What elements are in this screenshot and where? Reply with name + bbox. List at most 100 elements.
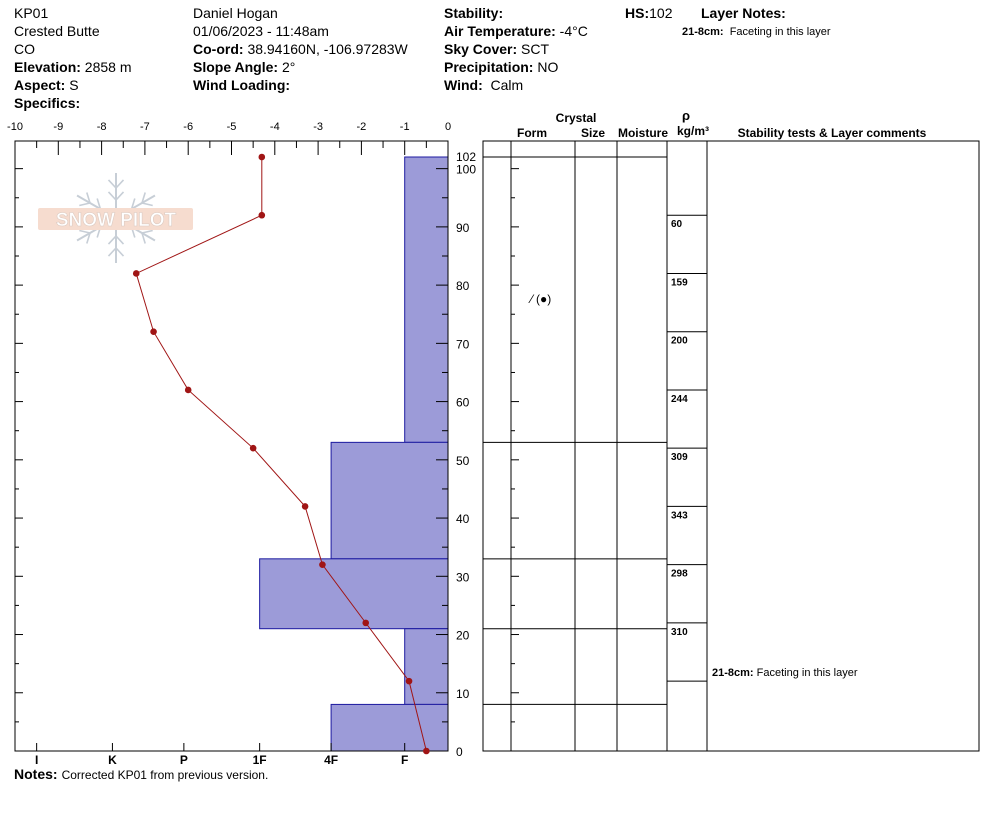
header-size: Size [581,126,605,140]
snowflake-branch [107,247,117,257]
temp-tick-label: 0 [445,121,451,133]
temp-tick-label: -9 [53,121,63,133]
specifics: Specifics: [14,95,81,111]
height-tick-label: 70 [456,337,470,351]
snowflake-branch [96,198,102,210]
snowflake-branch [107,235,117,245]
height-tick-label: 10 [456,687,470,701]
temp-tick-label: -1 [400,121,410,133]
notes: Notes: Corrected KP01 from previous versi… [14,766,269,782]
header-form: Form [517,126,547,140]
hardness-label: F [401,753,408,767]
snowflake-branch [130,198,136,210]
layer-note: 21-8cm: Faceting in this layer [682,26,831,38]
density-value: 60 [671,219,683,230]
snowflake-branch [141,232,146,244]
snowflake-branch [107,191,117,201]
snowflake-branch [107,179,117,189]
height-of-snow: HS:102 [625,5,673,21]
hardness-label: 4F [324,753,338,767]
density-value: 310 [671,627,688,638]
height-tick-label: 100 [456,163,476,177]
density-value: 244 [671,394,688,405]
density-value: 298 [671,569,688,580]
temperature-point [423,747,430,755]
density-value: 200 [671,336,688,347]
hardness-bar-0 [404,156,449,443]
temp-tick-label: -2 [357,121,367,133]
temperature-point [258,153,266,161]
density-value: 159 [671,277,688,288]
snowflake-branch [86,232,91,244]
snowflake-branch [115,247,125,257]
temperature-point [184,386,192,394]
density-value: 309 [671,452,688,463]
temperature-point [362,619,370,627]
temperature-point [249,444,257,452]
station-name: KP01 [14,5,49,21]
header-crystal: Crystal [556,111,597,125]
logo-band [38,208,193,230]
observer: Daniel Hogan [193,5,278,21]
header-comments: Stability tests & Layer comments [738,126,927,140]
header-moisture: Moisture [618,126,668,140]
density-value: 343 [671,510,688,521]
aspect: Aspect: S [14,77,79,93]
layer-notes-title: Layer Notes: [701,5,786,21]
snowflake-branch [115,191,125,201]
height-tick-label: 50 [456,454,470,468]
snowflake-branch [115,179,125,189]
snowpilot-logo: SNOW PILOT [38,173,193,263]
temp-tick-label: -7 [140,121,150,133]
temp-tick-label: -3 [313,121,323,133]
sky-cover: Sky Cover: SCT [444,41,550,57]
temp-tick-label: -4 [270,121,280,133]
logo-text: SNOW PILOT [56,210,177,231]
snowflake-branch [115,235,125,245]
hardness-label: P [180,753,188,767]
crystal-form-symbol: ⁄ (●) [528,292,552,306]
hardness-label: I [35,753,38,767]
location: Crested Butte [14,23,100,39]
temperature-point [301,503,309,510]
temp-tick-label: -10 [7,121,23,133]
height-tick-label: 20 [456,629,470,643]
temperature-point [258,211,266,219]
temperature-point [405,677,413,685]
height-tick-label: 60 [456,396,470,410]
temperature-point [150,328,157,336]
snowflake-branch [79,229,91,234]
height-tick-label: 30 [456,570,470,584]
snowflake-branch [141,229,153,234]
height-tick-label: 40 [456,512,470,526]
layer-comment: 21-8cm: Faceting in this layer [712,667,858,679]
slope-angle: Slope Angle: 2° [193,59,296,75]
hardness-bar-4 [330,703,449,752]
height-tick-label: 80 [456,279,470,293]
height-tick-label: 0 [456,745,463,759]
hardness-bar-2 [259,558,449,630]
stability: Stability: [444,5,504,21]
header-rho-unit: kg/m³ [677,124,709,138]
layer-table-frame [482,140,980,752]
temperature-point [319,561,326,568]
elevation: Elevation: 2858 m [14,59,132,75]
hardness-label: K [108,753,117,767]
hardness-label: 1F [253,753,267,767]
state: CO [14,41,35,57]
header-rho: ρ [682,108,690,123]
height-top-label: 102 [456,150,476,164]
temperature-point [132,270,140,277]
snowflake-branch [141,192,146,204]
snowflake-branch [79,202,91,207]
snowflake-branch [86,192,91,204]
wind: Wind: Calm [444,77,524,93]
precipitation: Precipitation: NO [444,59,559,75]
temp-tick-label: -8 [97,121,107,133]
air-temperature: Air Temperature: -4°C [444,23,588,39]
datetime: 01/06/2023 - 11:48am [193,23,329,39]
coordinates: Co-ord: 38.94160N, -106.97283W [193,41,408,57]
wind-loading: Wind Loading: [193,77,291,93]
temp-tick-label: -5 [227,121,237,133]
